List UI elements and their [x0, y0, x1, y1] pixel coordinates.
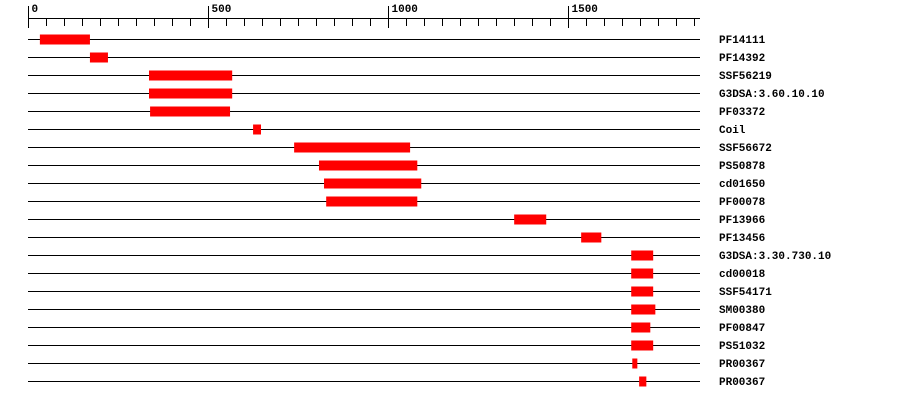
domain-bar	[89, 52, 108, 63]
x-tick-label: 0	[32, 4, 39, 16]
domain-bar	[631, 286, 654, 297]
domain-label: SSF56219	[719, 71, 772, 83]
x-tick-label: 1500	[572, 4, 598, 16]
domain-label: PF13966	[719, 215, 765, 227]
domain-label: G3DSA:3.60.10.10	[719, 89, 825, 101]
domain-label: PS50878	[719, 161, 766, 173]
domain-label: PF14111	[719, 35, 766, 47]
domain-label: SM00380	[719, 305, 765, 317]
domain-label: PF14392	[719, 53, 765, 65]
domain-label: SSF56672	[719, 143, 772, 155]
domain-label: Coil	[719, 125, 746, 137]
domain-bar	[631, 268, 654, 279]
domain-bar	[639, 376, 647, 387]
domain-bar	[39, 34, 90, 45]
domain-label: PR00367	[719, 377, 765, 389]
domain-label: cd00018	[719, 269, 766, 281]
domain-bar	[326, 196, 418, 207]
domain-label: PF00078	[719, 197, 766, 209]
x-tick-label: 1000	[392, 4, 418, 16]
domain-label: SSF54171	[719, 287, 772, 299]
domain-bar	[149, 88, 233, 99]
domain-bar	[632, 358, 638, 369]
domain-bar	[324, 178, 422, 189]
domain-bar	[150, 106, 231, 117]
domain-label: cd01650	[719, 179, 765, 191]
domain-label: PS51032	[719, 341, 765, 353]
domain-bar	[581, 232, 602, 243]
domain-bar	[294, 142, 411, 153]
domain-label: PF00847	[719, 323, 765, 335]
x-tick-label: 500	[212, 4, 232, 16]
domain-bar	[631, 304, 656, 315]
domain-bar	[631, 340, 654, 351]
domain-bar	[514, 214, 547, 225]
domain-bar	[149, 70, 233, 81]
domain-bar	[318, 160, 418, 171]
domain-label: PF03372	[719, 107, 765, 119]
domain-label: G3DSA:3.30.730.10	[719, 251, 831, 263]
domain-label: PF13456	[719, 233, 765, 245]
domain-bar	[631, 322, 651, 333]
domain-bar	[253, 124, 262, 135]
domain-label: PR00367	[719, 359, 765, 371]
domain-bar	[631, 250, 654, 261]
